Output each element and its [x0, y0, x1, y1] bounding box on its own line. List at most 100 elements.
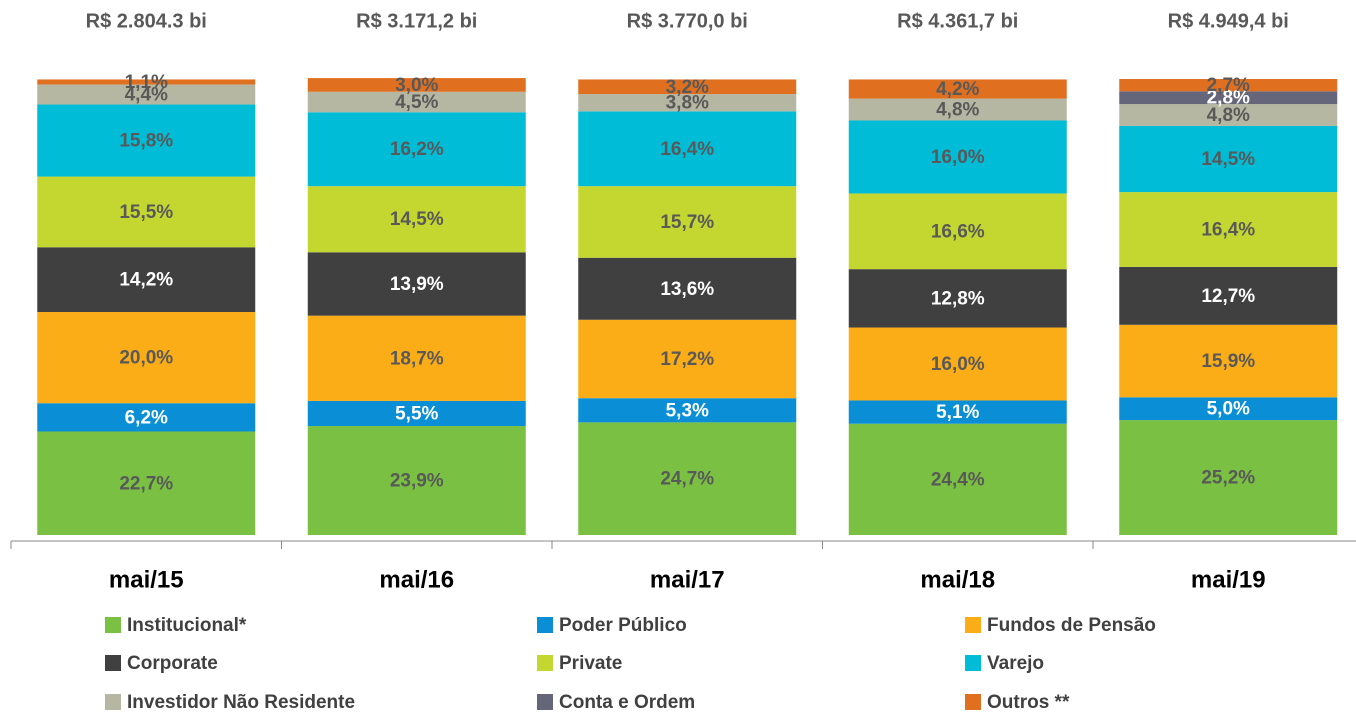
- data-label: 5,3%: [666, 400, 709, 421]
- data-label: 4,2%: [936, 79, 979, 100]
- bar-segment: [307, 91, 526, 113]
- bar-segment: [1119, 125, 1338, 193]
- bar-segment: [1119, 192, 1338, 267]
- legend-swatch: [965, 617, 981, 633]
- data-label: 4,8%: [936, 100, 979, 121]
- bar-segment: [1119, 420, 1338, 535]
- data-label: 25,2%: [1201, 468, 1255, 489]
- data-label: 14,5%: [390, 209, 444, 230]
- total-label: R$ 2.804.3 bi: [86, 10, 207, 32]
- data-label: 13,9%: [390, 274, 444, 295]
- bar-segment: [307, 315, 526, 401]
- bar-segment: [1119, 397, 1338, 421]
- legend-swatch: [537, 617, 553, 633]
- data-label: 3,0%: [395, 75, 438, 96]
- data-label: 24,7%: [660, 469, 714, 490]
- bar-segment: [848, 423, 1067, 535]
- data-label: 3,8%: [666, 93, 709, 114]
- data-label: 17,2%: [660, 349, 714, 370]
- data-label: 14,5%: [1201, 149, 1255, 170]
- total-label: R$ 4.949,4 bi: [1168, 10, 1289, 32]
- legend-swatch: [105, 694, 121, 710]
- total-label: R$ 3.770,0 bi: [627, 10, 748, 32]
- bar-segment: [37, 312, 256, 404]
- data-label: 3,2%: [666, 77, 709, 98]
- data-label: 23,9%: [390, 471, 444, 492]
- data-label: 16,4%: [660, 139, 714, 160]
- legend-swatch: [965, 694, 981, 710]
- x-tick-label: mai/17: [650, 566, 725, 593]
- bar-segment: [1119, 91, 1338, 105]
- bar-segment: [1119, 104, 1338, 126]
- data-label: 12,8%: [931, 288, 985, 309]
- data-label: 15,9%: [1201, 351, 1255, 372]
- data-label: 15,7%: [660, 212, 714, 233]
- data-label: 16,2%: [390, 139, 444, 160]
- bar-segment: [37, 247, 256, 313]
- total-label: R$ 4.361,7 bi: [897, 10, 1018, 32]
- data-label: 16,0%: [931, 147, 985, 168]
- bar-segment: [848, 79, 1067, 99]
- x-tick-label: mai/16: [379, 566, 454, 593]
- data-label: 16,4%: [1201, 219, 1255, 240]
- data-label: 22,7%: [119, 473, 173, 494]
- x-tick-label: mai/18: [920, 566, 995, 593]
- bar-segment: [578, 111, 797, 187]
- bar-segment: [848, 98, 1067, 121]
- bar-segment: [37, 431, 256, 535]
- data-label: 5,5%: [395, 403, 438, 424]
- bar-segment: [307, 252, 526, 316]
- legend-swatch: [965, 655, 981, 671]
- data-label: 24,4%: [931, 469, 985, 490]
- bar-segment: [848, 400, 1067, 424]
- bar-segment: [37, 84, 256, 105]
- data-label: 5,0%: [1207, 399, 1250, 420]
- bar-segment: [307, 112, 526, 187]
- data-label: 15,8%: [119, 131, 173, 152]
- data-label: 12,7%: [1201, 286, 1255, 307]
- data-label: 2,7%: [1207, 75, 1250, 96]
- total-label: R$ 3.171,2 bi: [356, 10, 477, 32]
- bar-segment: [1119, 266, 1338, 325]
- data-label: 5,1%: [936, 402, 979, 423]
- bar-segment: [307, 186, 526, 253]
- bar-segment: [307, 400, 526, 427]
- bar-segment: [1119, 324, 1338, 398]
- legend-label: Poder Público: [559, 615, 687, 636]
- legend-label: Fundos de Pensão: [987, 615, 1156, 636]
- bar-segment: [848, 193, 1067, 270]
- bar-segment: [848, 120, 1067, 194]
- bar-segment: [578, 319, 797, 399]
- legend-label: Varejo: [987, 653, 1044, 674]
- bar-segment: [848, 327, 1067, 401]
- legend-label: Private: [559, 653, 622, 674]
- bar-segment: [578, 94, 797, 112]
- bar-segment: [578, 257, 797, 320]
- bar-segment: [307, 426, 526, 535]
- bar-segment: [37, 104, 256, 177]
- legend-label: Institucional*: [127, 615, 247, 636]
- bar-segment: [37, 176, 256, 248]
- legend-swatch: [105, 617, 121, 633]
- bar-segment: [37, 403, 256, 432]
- bar-segment: [578, 79, 797, 95]
- legend-swatch: [105, 655, 121, 671]
- data-label: 6,2%: [125, 407, 168, 428]
- legend-swatch: [537, 694, 553, 710]
- data-label: 2,8%: [1207, 88, 1250, 109]
- bar-segment: [578, 398, 797, 423]
- legend-swatch: [537, 655, 553, 671]
- data-label: 14,2%: [119, 270, 173, 291]
- bar-segment: [307, 78, 526, 92]
- data-label: 16,0%: [931, 354, 985, 375]
- data-label: 4,8%: [1207, 105, 1250, 126]
- data-label: 4,5%: [395, 92, 438, 113]
- bar-segment: [37, 79, 256, 85]
- x-tick-label: mai/15: [109, 566, 184, 593]
- bar-segment: [848, 269, 1067, 328]
- data-label: 4,4%: [125, 85, 168, 106]
- data-label: 1,1%: [125, 72, 168, 93]
- x-tick-label: mai/19: [1191, 566, 1266, 593]
- legend-label: Corporate: [127, 653, 218, 674]
